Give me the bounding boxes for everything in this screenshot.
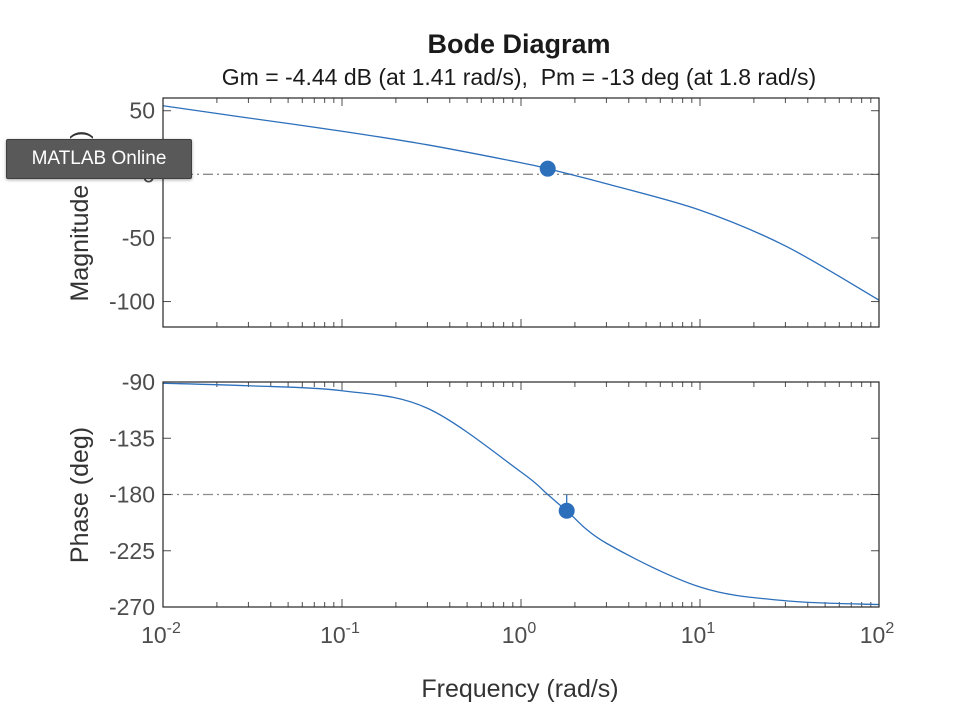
- phase-y-tick-label: -180: [109, 482, 155, 508]
- magnitude-panel: 500-50-100: [109, 97, 880, 328]
- mag-series-line: [163, 105, 879, 301]
- phase-y-tick-label: -135: [109, 425, 155, 451]
- phase-y-tick-label: -225: [109, 538, 155, 564]
- mag-y-tick-label: -50: [122, 225, 155, 251]
- phase-margin-marker: [558, 502, 575, 519]
- chart-title: Bode Diagram: [427, 29, 610, 59]
- chart-subtitle: Gm = -4.44 dB (at 1.41 rad/s), Pm = -13 …: [222, 64, 816, 90]
- phase-series-line: [163, 382, 879, 606]
- x-tick-label: 100: [502, 620, 537, 648]
- phase-axes-box: [162, 381, 880, 608]
- mag-y-tick-label: 50: [129, 98, 155, 124]
- phase-ylabel: Phase (deg): [66, 427, 94, 563]
- phase-y-tick-label: -270: [109, 594, 155, 620]
- x-tick-label: 10-2: [141, 620, 181, 648]
- x-tick-label: 102: [860, 620, 895, 648]
- x-axis-label: Frequency (rad/s): [421, 675, 618, 703]
- mag-axes-box: [162, 97, 880, 328]
- mag-y-tick-label: -100: [109, 289, 155, 315]
- phase-y-tick-label: -90: [122, 369, 155, 395]
- x-tick-label: 101: [681, 620, 716, 648]
- matlab-online-tooltip: MATLAB Online: [6, 139, 192, 179]
- x-tick-label: 10-1: [320, 620, 360, 648]
- mag-margin-marker: [539, 160, 556, 177]
